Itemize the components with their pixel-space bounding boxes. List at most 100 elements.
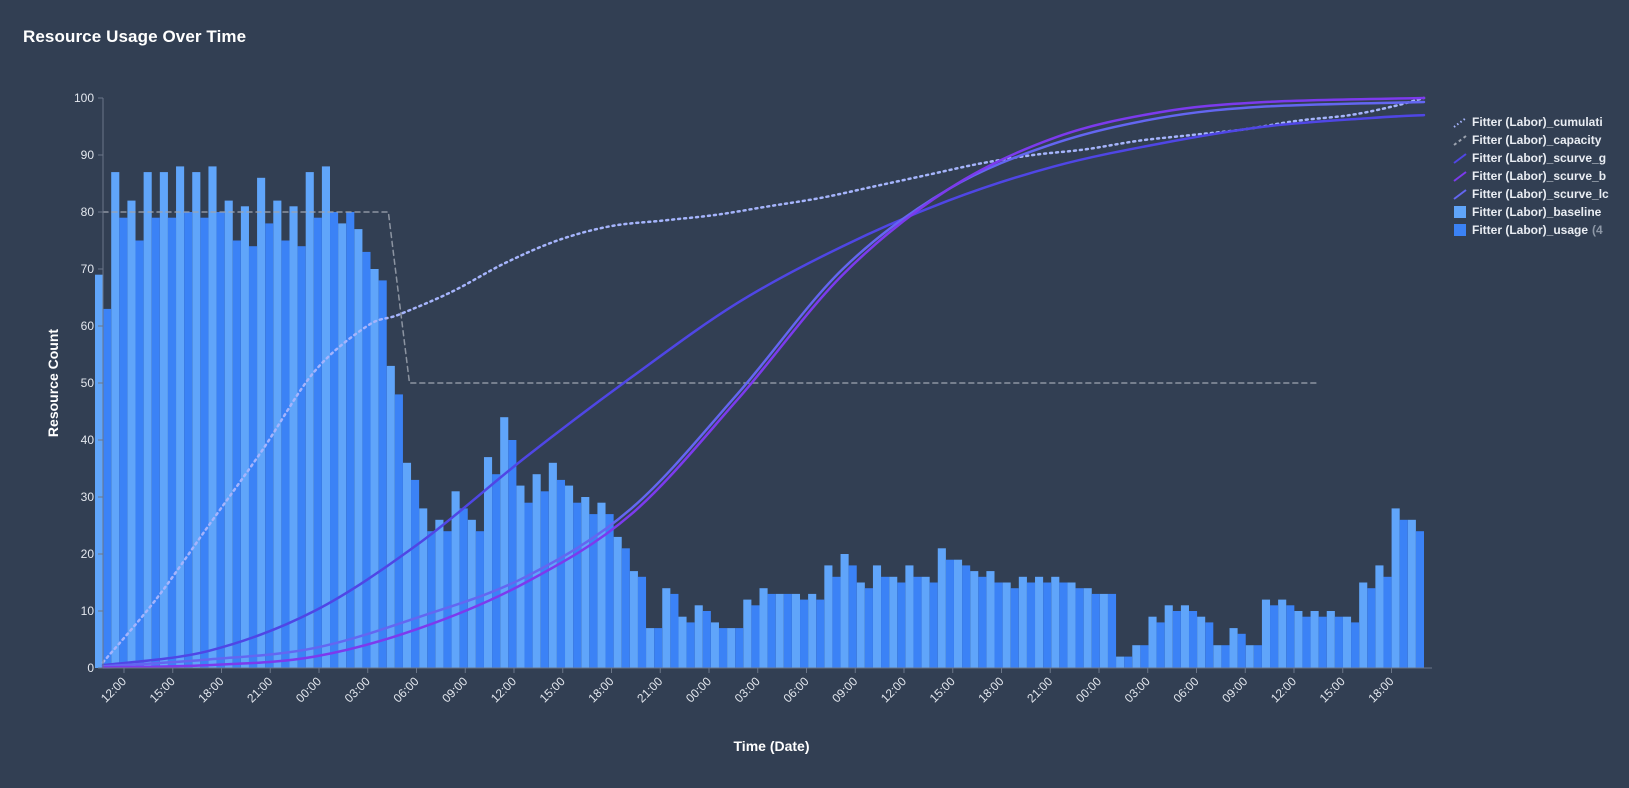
bar-baseline[interactable] xyxy=(889,576,898,668)
line-scurve-l[interactable] xyxy=(101,100,1426,668)
bar-baseline[interactable] xyxy=(1180,605,1189,668)
bar-usage[interactable] xyxy=(848,565,857,668)
bar-usage[interactable] xyxy=(265,223,274,668)
bar-usage[interactable] xyxy=(670,593,679,668)
bar-baseline[interactable] xyxy=(419,508,428,668)
bar-usage[interactable] xyxy=(1075,588,1084,668)
bar-usage[interactable] xyxy=(1205,622,1214,668)
bar-usage[interactable] xyxy=(427,531,436,668)
bar-usage[interactable] xyxy=(167,217,177,668)
bar-usage[interactable] xyxy=(1415,531,1424,668)
bar-baseline[interactable] xyxy=(597,502,606,668)
bar-baseline[interactable] xyxy=(791,593,801,668)
bar-usage[interactable] xyxy=(605,514,614,668)
bar-usage[interactable] xyxy=(394,394,403,668)
bar-usage[interactable] xyxy=(1286,605,1295,668)
bar-baseline[interactable] xyxy=(1035,576,1044,668)
bar-usage[interactable] xyxy=(346,212,355,668)
bar-usage[interactable] xyxy=(103,308,112,668)
bar-usage[interactable] xyxy=(1367,588,1376,668)
bar-baseline[interactable] xyxy=(808,593,817,668)
bar-usage[interactable] xyxy=(1124,656,1133,668)
bar-baseline[interactable] xyxy=(1294,611,1303,668)
bar-usage[interactable] xyxy=(556,479,566,668)
bar-usage[interactable] xyxy=(1253,645,1262,668)
bar-baseline[interactable] xyxy=(273,200,282,668)
bar-baseline[interactable] xyxy=(224,200,233,668)
bar-usage[interactable] xyxy=(832,576,841,668)
bar-usage[interactable] xyxy=(313,217,322,668)
bar-baseline[interactable] xyxy=(338,223,347,668)
bar-usage[interactable] xyxy=(119,217,128,668)
bar-baseline[interactable] xyxy=(727,628,736,668)
bar-usage[interactable] xyxy=(1383,576,1392,668)
bar-usage[interactable] xyxy=(1270,605,1279,668)
bar-baseline[interactable] xyxy=(581,497,590,668)
bar-baseline[interactable] xyxy=(953,559,963,668)
bar-baseline[interactable] xyxy=(516,485,525,668)
bar-usage[interactable] xyxy=(281,240,290,669)
bar-baseline[interactable] xyxy=(1132,645,1141,668)
bar-baseline[interactable] xyxy=(240,206,249,669)
bar-baseline[interactable] xyxy=(1051,576,1060,668)
bar-usage[interactable] xyxy=(881,576,890,668)
bar-baseline[interactable] xyxy=(710,622,719,668)
bar-baseline[interactable] xyxy=(305,172,314,668)
bar-usage[interactable] xyxy=(978,576,987,668)
bar-baseline[interactable] xyxy=(905,565,914,668)
bar-usage[interactable] xyxy=(1107,593,1117,668)
bar-usage[interactable] xyxy=(1237,633,1246,668)
bar-baseline[interactable] xyxy=(289,206,298,669)
legend-item-scurve-g[interactable]: Fitter (Labor)_scurve_g xyxy=(1453,151,1606,165)
bar-usage[interactable] xyxy=(800,599,809,668)
bar-baseline[interactable] xyxy=(1278,599,1287,668)
bar-usage[interactable] xyxy=(913,576,922,668)
bar-baseline[interactable] xyxy=(1067,582,1076,669)
bar-baseline[interactable] xyxy=(1148,616,1157,668)
bar-baseline[interactable] xyxy=(694,605,703,668)
bar-usage[interactable] xyxy=(1188,611,1198,668)
bar-baseline[interactable] xyxy=(483,457,493,668)
bar-usage[interactable] xyxy=(459,508,468,668)
bar-usage[interactable] xyxy=(492,474,501,668)
legend[interactable]: Fitter (Labor)_cumulati Fitter (Labor)_ca… xyxy=(1453,115,1609,237)
bar-usage[interactable] xyxy=(248,246,258,668)
bar-usage[interactable] xyxy=(378,280,387,668)
bar-usage[interactable] xyxy=(702,611,711,668)
line-scurve-b[interactable] xyxy=(101,96,1426,669)
legend-item-capacity[interactable]: Fitter (Labor)_capacity xyxy=(1453,133,1602,147)
bar-usage[interactable] xyxy=(508,440,517,668)
bar-baseline[interactable] xyxy=(613,536,622,668)
bar-usage[interactable] xyxy=(1334,616,1343,668)
bar-usage[interactable] xyxy=(1043,582,1052,669)
bar-usage[interactable] xyxy=(654,628,663,668)
bar-baseline[interactable] xyxy=(646,628,655,668)
bar-usage[interactable] xyxy=(767,593,776,668)
line-capacity[interactable] xyxy=(102,211,1320,384)
bar-baseline[interactable] xyxy=(1407,519,1416,668)
legend-item-baseline[interactable]: Fitter (Labor)_baseline xyxy=(1454,205,1602,219)
bar-baseline[interactable] xyxy=(1326,611,1335,668)
bar-baseline[interactable] xyxy=(921,576,930,668)
bar-usage[interactable] xyxy=(897,582,906,669)
bar-usage[interactable] xyxy=(184,212,193,668)
bar-baseline[interactable] xyxy=(872,565,882,668)
bar-baseline[interactable] xyxy=(1359,582,1368,669)
bar-baseline[interactable] xyxy=(127,200,136,668)
bar-baseline[interactable] xyxy=(1164,605,1173,668)
bar-usage[interactable] xyxy=(1172,611,1181,668)
bar-usage[interactable] xyxy=(637,576,647,668)
bar-usage[interactable] xyxy=(573,502,582,668)
bar-baseline[interactable] xyxy=(111,172,120,668)
bar-usage[interactable] xyxy=(1318,616,1327,668)
bar-usage[interactable] xyxy=(945,559,954,668)
bar-baseline[interactable] xyxy=(1229,628,1238,668)
bar-baseline[interactable] xyxy=(743,599,752,668)
bar-baseline[interactable] xyxy=(1002,582,1011,669)
bar-usage[interactable] xyxy=(1010,588,1019,668)
bar-baseline[interactable] xyxy=(95,274,104,668)
bar-usage[interactable] xyxy=(783,593,792,668)
bar-baseline[interactable] xyxy=(775,593,784,668)
bar-baseline[interactable] xyxy=(1018,576,1027,668)
bar-baseline[interactable] xyxy=(1310,611,1319,668)
